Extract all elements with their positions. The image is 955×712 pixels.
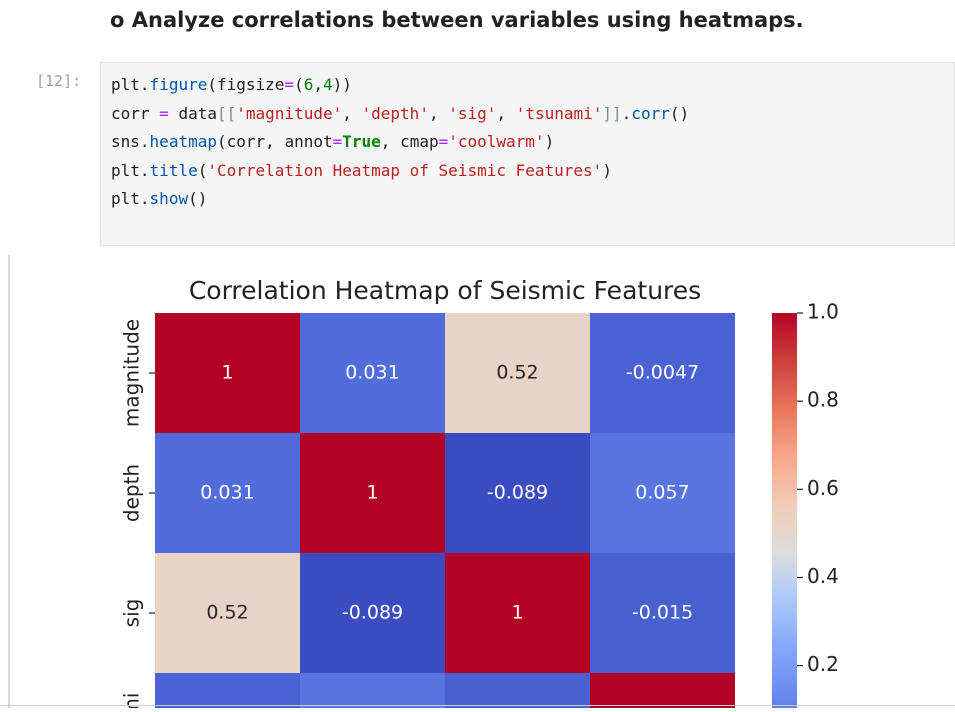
y-tick-label: depth (120, 464, 144, 522)
heatmap-cell (300, 313, 445, 433)
code-line: plt.show() (111, 189, 208, 208)
cell-annotation: -0.0047 (626, 362, 699, 384)
y-tick-label: sig (120, 599, 144, 628)
cell-annotation: 1 (221, 362, 233, 384)
code-editor: plt.figure(figsize=(6,4)) corr = data[['m… (111, 71, 689, 214)
code-line: sns.heatmap(corr, annot=True, cmap='cool… (111, 132, 555, 151)
y-tick-label: tsunami (120, 693, 144, 708)
heatmap-cell (590, 433, 735, 553)
section-heading: o Analyze correlations between variables… (110, 8, 804, 32)
colorbar-tick-label: 0.4 (807, 564, 839, 588)
heatmap-cell (445, 673, 590, 712)
heatmap-cell (300, 673, 445, 712)
heatmap-cell (300, 433, 445, 553)
output-area: Correlation Heatmap of Seismic Features … (8, 255, 955, 712)
cell-annotation: 0.52 (206, 602, 248, 624)
heatmap-cell (445, 553, 590, 673)
divider (0, 705, 955, 706)
cell-annotation: -0.015 (632, 602, 693, 624)
cell-prompt: [12]: (36, 72, 82, 90)
code-line: plt.title('Correlation Heatmap of Seismi… (111, 160, 612, 180)
cell-annotation: 0.057 (635, 482, 689, 504)
heatmap-cell (445, 433, 590, 553)
heatmap-cell (590, 553, 735, 673)
heatmap-cell (155, 673, 300, 712)
colorbar-tick-label: 0.8 (807, 388, 839, 412)
cell-annotation: -0.089 (342, 602, 403, 624)
heatmap-cell (155, 313, 300, 433)
colorbar-tick-label: 1.0 (807, 300, 839, 324)
colorbar-tick-label: 0.2 (807, 652, 839, 676)
y-tick-label: magnitude (120, 319, 144, 427)
heatmap-cell (445, 313, 590, 433)
cell-annotation: 1 (366, 482, 378, 504)
colorbar-tick-label: 0.6 (807, 476, 839, 500)
code-cell[interactable]: plt.figure(figsize=(6,4)) corr = data[['m… (100, 62, 955, 246)
cell-annotation: -0.089 (487, 482, 548, 504)
cell-annotation: 1 (511, 602, 523, 624)
heatmap-cell (155, 433, 300, 553)
chart-title: Correlation Heatmap of Seismic Features (189, 276, 701, 305)
heatmap-chart: Correlation Heatmap of Seismic Features … (120, 276, 839, 712)
heatmap-cell (300, 553, 445, 673)
heatmap-cell (590, 313, 735, 433)
colorbar (772, 313, 797, 712)
heatmap-cell (155, 553, 300, 673)
cell-annotation: 0.52 (496, 362, 538, 384)
code-line: plt.figure(figsize=(6,4)) (111, 75, 352, 94)
cell-annotation: 0.031 (200, 482, 254, 504)
heatmap-cell (590, 673, 735, 712)
code-line: corr = data[['magnitude', 'depth', 'sig'… (111, 103, 690, 123)
cell-annotation: 0.031 (345, 362, 399, 384)
